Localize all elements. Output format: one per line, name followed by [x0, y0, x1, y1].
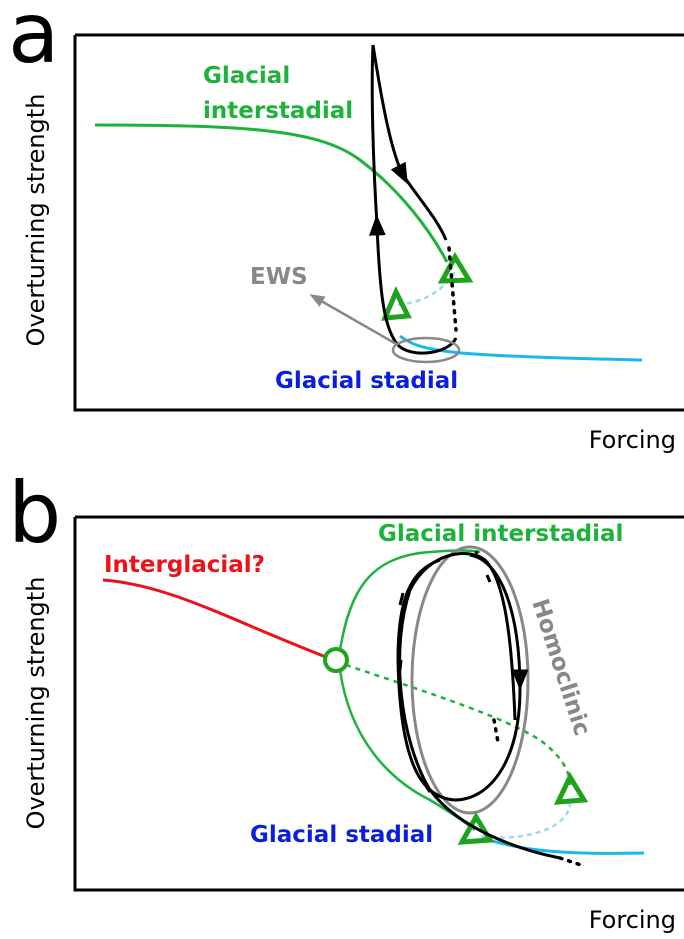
trajectory — [398, 552, 561, 860]
x-axis-label: Forcing — [589, 426, 676, 454]
y-axis-label: Overturning strength — [22, 94, 50, 347]
interstadial-branch — [94, 123, 449, 263]
panel-a: a Overturning strength Forcing EWS Glaci… — [8, 0, 684, 454]
axes — [73, 33, 684, 412]
ews-label: EWS — [250, 264, 308, 290]
axes — [73, 515, 684, 892]
stadial-branch — [399, 334, 643, 362]
interstadial-label: interstadial — [203, 98, 353, 124]
interglacial-branch — [102, 578, 327, 659]
panel-b: b Overturning strength Forcing Interglac… — [8, 464, 684, 934]
trajectory-dotted — [492, 718, 586, 868]
trajectory — [370, 44, 379, 226]
stadial-label: Glacial stadial — [275, 368, 458, 394]
panel-label: b — [8, 464, 61, 562]
trajectory — [371, 44, 408, 185]
homoclinic-label: Homoclinic — [526, 596, 595, 739]
trajectory-arrows — [398, 550, 520, 793]
equilibrium-marker — [323, 647, 349, 673]
interstadial-label: Glacial interstadial — [378, 521, 623, 547]
bifurcation-markers — [457, 771, 589, 845]
ews-region — [391, 336, 461, 364]
saddle-branch — [345, 663, 572, 786]
stadial-branch — [481, 836, 645, 855]
x-axis-label: Forcing — [589, 906, 676, 934]
stadial-label: Glacial stadial — [250, 822, 433, 848]
trajectory — [396, 553, 522, 802]
trajectory — [369, 214, 458, 355]
bifurcation-markers — [381, 251, 474, 321]
interglacial-label: Interglacial? — [104, 552, 265, 578]
y-axis-label: Overturning strength — [22, 577, 50, 830]
trajectory — [401, 174, 448, 241]
panel-label: a — [8, 0, 59, 82]
interstadial-label: Glacial — [203, 63, 290, 89]
interstadial-branch — [338, 549, 481, 651]
homoclinic-orbit — [410, 545, 530, 815]
ews-arrow — [309, 294, 399, 347]
unstable-branch — [481, 801, 572, 839]
